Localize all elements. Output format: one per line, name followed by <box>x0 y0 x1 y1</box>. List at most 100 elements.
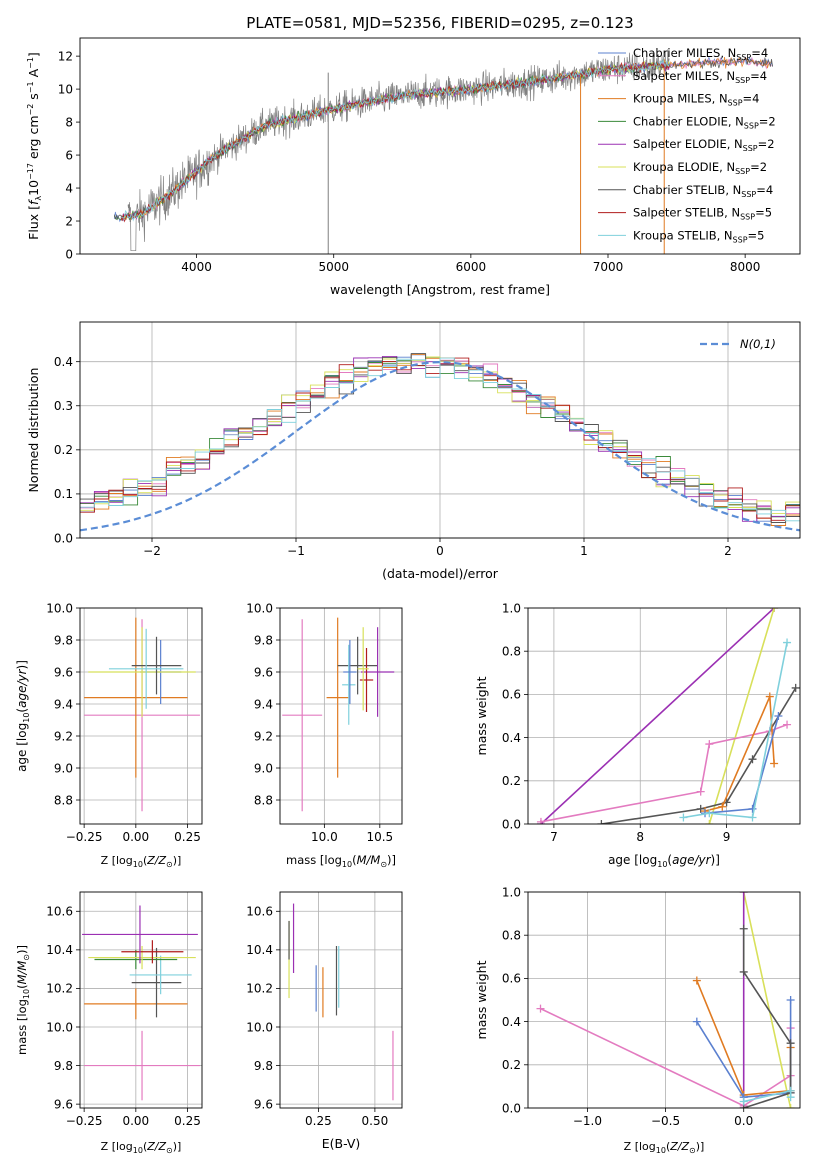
plot-content <box>288 903 394 1101</box>
weight-marker <box>739 892 748 896</box>
y-tick-label: 9.4 <box>254 697 273 711</box>
plot-area <box>280 892 402 1108</box>
plot-area <box>280 608 402 824</box>
x-axis-label: Z [log10(Z/Z⊙)] <box>624 1140 705 1155</box>
ticks: −0.25 0.00 0.25 8.8 9.0 9.2 9.4 9.6 9.8 10.0 <box>46 601 201 844</box>
x-axis-label: Z [log10(Z/Z⊙)] <box>101 854 182 869</box>
ticks: 10.0 10.5 8.8 9.0 9.2 9.4 9.6 9.8 10.0 <box>246 601 393 844</box>
legend-entry: Salpeter ELODIE, NSSP=2 <box>633 137 775 153</box>
plot-area <box>80 38 800 254</box>
normal-curve <box>80 360 800 532</box>
x-tick-label: 4000 <box>181 260 212 274</box>
plot-content <box>282 617 395 812</box>
legend-entry: Kroupa STELIB, NSSP=5 <box>633 228 764 244</box>
y-tick-label: 10.0 <box>46 1020 73 1034</box>
y-tick-label: 9.2 <box>254 729 273 743</box>
y-axis-label: Normed distribution <box>26 368 41 493</box>
weight-marker <box>765 692 774 701</box>
residuals-panel: −2 −1 0 1 2 0.0 0.1 0.2 0.3 0.4 N(0,1) (data-model)… <box>26 321 801 581</box>
x-tick-label: 6000 <box>456 260 487 274</box>
y-tick-label: 0.0 <box>502 1101 521 1115</box>
spectrum-panel: 4000 5000 6000 7000 8000 0 2 4 6 8 10 12 Chabrier MI… <box>26 37 801 297</box>
ticks: 0.25 0.50 9.6 9.8 10.0 10.2 10.4 10.6 <box>246 905 388 1128</box>
y-tick-label: 0.0 <box>54 531 73 545</box>
x-tick-label: 0.0 <box>734 1114 753 1128</box>
x-tick-label: −1 <box>287 544 305 558</box>
plot-content <box>536 608 800 824</box>
y-tick-label: 0.8 <box>502 929 521 943</box>
weight-marker <box>791 683 800 692</box>
x-tick-label: −0.25 <box>66 830 103 844</box>
y-tick-label: 0.2 <box>502 1058 521 1072</box>
weight-marker <box>770 608 779 612</box>
axes-frame <box>279 607 403 825</box>
x-tick-label: 8 <box>636 830 644 844</box>
ticks: 7 8 9 0.0 0.2 0.4 0.6 0.8 1.0 <box>502 601 731 844</box>
weight-marker <box>786 996 795 1004</box>
y-tick-label: 4 <box>65 181 73 195</box>
x-tick-label: −0.25 <box>66 1114 103 1128</box>
y-tick-label: 9.6 <box>54 1097 73 1111</box>
weight-marker <box>597 820 606 824</box>
plot-content <box>84 617 200 812</box>
spectrum-legend: Chabrier MILES, NSSP=4 Salpeter MILES, NS… <box>598 46 776 244</box>
y-tick-label: 10.4 <box>46 943 73 957</box>
y-tick-label: 0.0 <box>502 817 521 831</box>
weight-marker <box>536 1004 545 1013</box>
age-vs-mass-panel: 10.0 10.5 8.8 9.0 9.2 9.4 9.6 9.8 10.0 mass [log1… <box>246 601 403 869</box>
x-axis-label: E(B-V) <box>322 1136 361 1151</box>
weight-marker <box>770 759 779 768</box>
weight-marker <box>696 804 705 813</box>
y-axis-label: mass [log10(M/M⊙)] <box>15 945 31 1055</box>
y-tick-label: 9.2 <box>54 729 73 743</box>
x-tick-label: 2 <box>724 544 732 558</box>
axes-frame <box>79 607 203 825</box>
residual-legend: N(0,1) <box>700 337 776 351</box>
legend-entry: Salpeter MILES, NSSP=4 <box>633 69 767 85</box>
weight-line <box>742 892 792 1108</box>
x-tick-label: 7 <box>550 830 558 844</box>
y-tick-label: 6 <box>65 148 73 162</box>
y-tick-label: 10.0 <box>46 601 73 615</box>
weight-line <box>704 696 775 812</box>
y-tick-label: 0.6 <box>502 688 521 702</box>
y-tick-label: 8.8 <box>54 793 73 807</box>
weight-marker <box>679 813 688 822</box>
legend-entry: Salpeter STELIB, NSSP=5 <box>633 206 772 222</box>
y-tick-label: 0.3 <box>54 399 73 413</box>
age-vs-metallicity-panel: −0.25 0.00 0.25 8.8 9.0 9.2 9.4 9.6 9.8 10.0 Z [lo… <box>15 601 203 869</box>
x-axis-label: mass [log10(M/M⊙)] <box>286 853 396 869</box>
y-tick-label: 10.0 <box>246 601 273 615</box>
ticks: −1.0 −0.5 0.0 0.0 0.2 0.4 0.6 0.8 1.0 <box>502 885 753 1128</box>
weight-vs-metallicity-panel: −1.0 −0.5 0.0 0.0 0.2 0.4 0.6 0.8 1.0 Z [log10(Z/… <box>474 885 801 1155</box>
y-tick-label: 9.6 <box>254 665 273 679</box>
weight-marker <box>705 820 714 824</box>
y-tick-label: 10.4 <box>246 943 273 957</box>
y-tick-label: 10.2 <box>246 982 273 996</box>
axes-frame <box>79 891 203 1109</box>
weight-line <box>683 642 788 819</box>
grid <box>280 607 402 824</box>
y-tick-label: 9.4 <box>54 697 73 711</box>
ticks: −2 −1 0 1 2 0.0 0.1 0.2 0.3 0.4 <box>54 355 732 558</box>
y-tick-label: 9.8 <box>254 1059 273 1073</box>
weight-marker <box>774 712 783 720</box>
y-tick-label: 0 <box>65 247 73 261</box>
y-tick-label: 10 <box>58 82 73 96</box>
y-tick-label: 12 <box>58 49 73 63</box>
weight-marker <box>748 813 757 822</box>
y-axis-label: Flux [fλ10−17 erg cm−2 s−1 A−1] <box>26 52 43 240</box>
x-axis-label: Z [log10(Z/Z⊙)] <box>101 1140 182 1155</box>
axes-frame <box>79 37 801 255</box>
axes-frame <box>527 607 801 825</box>
weight-marker <box>786 1039 795 1048</box>
x-tick-label: 9 <box>723 830 731 844</box>
y-tick-label: 0.6 <box>502 972 521 986</box>
plot-content <box>536 892 795 1108</box>
y-tick-label: 0.4 <box>502 731 521 745</box>
y-tick-label: 1.0 <box>502 601 521 615</box>
y-tick-label: 10.2 <box>46 982 73 996</box>
weight-marker <box>783 720 792 729</box>
x-tick-label: 0.50 <box>362 1114 389 1128</box>
ticks: −0.25 0.00 0.25 9.6 9.8 10.0 10.2 10.4 10.6 <box>46 905 201 1128</box>
